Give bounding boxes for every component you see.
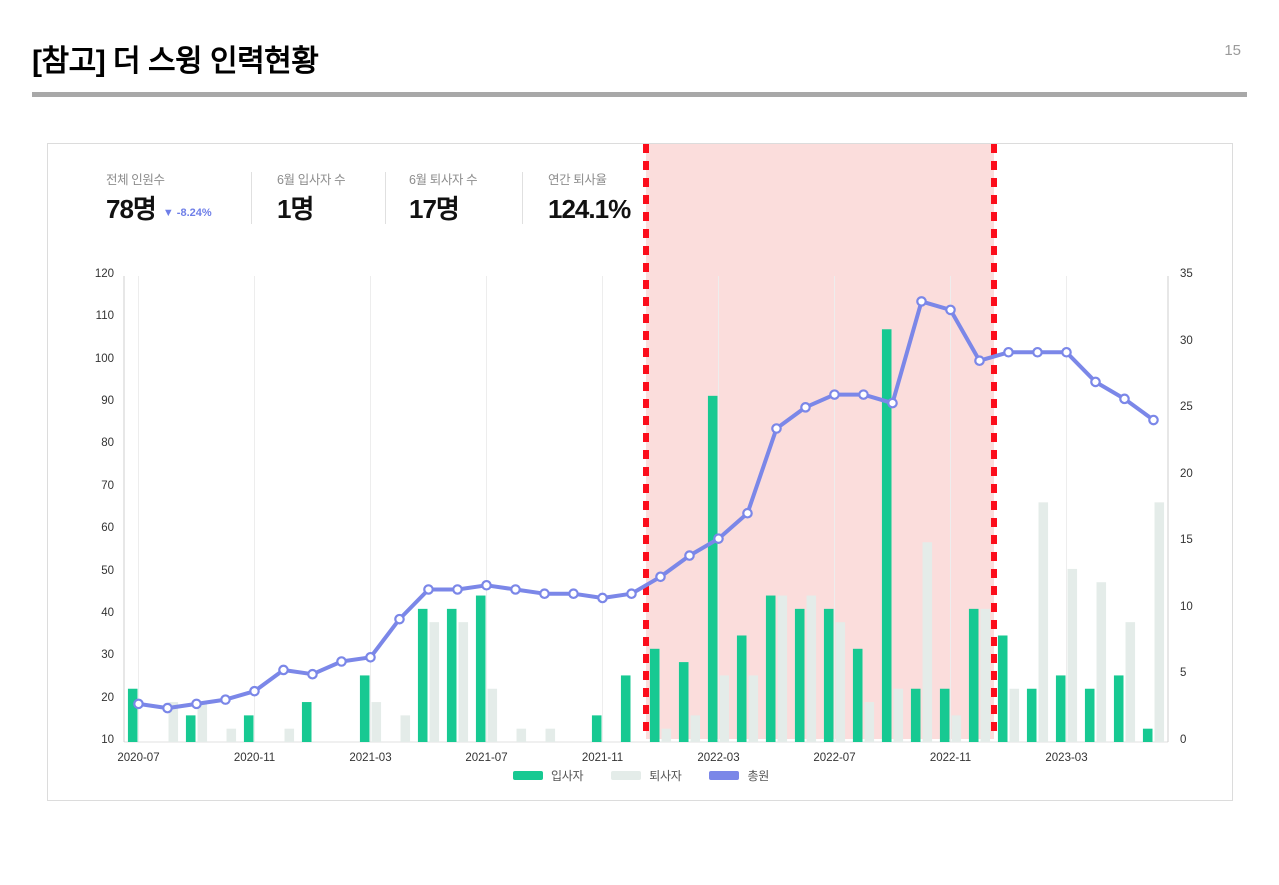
y-axis-tick-left: 70 — [101, 479, 114, 492]
kpi-total-headcount: 전체 인원수 78명 ▼ -8.24% — [106, 169, 212, 222]
x-axis-tick: 2022-03 — [697, 752, 740, 764]
slide-header: [참고] 더 스윙 인력현황 15 — [0, 0, 1279, 110]
kpi-delta-badge: ▼ -8.24% — [162, 207, 212, 219]
chart-plot-area: 10 20 30 40 50 60 70 80 90 100 110 120 0 5 10 15 20 25 30 3… — [48, 144, 1234, 879]
page-title: [참고] 더 스윙 인력현황 — [32, 45, 319, 78]
y-axis-tick-left: 100 — [94, 352, 114, 365]
legend-item-hires[interactable]: 입사자 — [513, 767, 584, 784]
y-axis-tick-left: 40 — [101, 606, 114, 619]
kpi-value: 1명 — [277, 194, 314, 224]
title-underline-rule — [32, 92, 1247, 97]
x-axis-tick: 2021-03 — [349, 752, 392, 764]
y-axis-tick-right: 15 — [1180, 534, 1193, 547]
headcount-chart-svg — [123, 276, 1169, 743]
y-axis-tick-left: 110 — [95, 310, 114, 323]
y-axis-tick-right: 0 — [1180, 734, 1187, 746]
page-number: 15 — [1224, 42, 1241, 59]
kpi-label: 연간 퇴사율 — [548, 173, 607, 187]
y-axis-tick-left: 80 — [101, 437, 114, 450]
y-axis-tick-left: 60 — [101, 522, 114, 535]
legend-label: 총원 — [747, 769, 769, 783]
y-axis-tick-left: 20 — [101, 691, 114, 704]
legend-label: 입사자 — [551, 769, 584, 783]
y-axis-tick-right: 10 — [1180, 600, 1193, 613]
legend-item-leavers[interactable]: 퇴사자 — [611, 767, 682, 784]
y-axis-tick-left: 50 — [101, 564, 114, 577]
x-axis-tick: 2020-07 — [117, 752, 160, 764]
kpi-summary-row: 전체 인원수 78명 ▼ -8.24% 6월 입사자 수 1명 6월 퇴사자 수… — [48, 144, 1232, 239]
kpi-divider — [251, 172, 252, 224]
legend-item-headcount[interactable]: 총원 — [709, 767, 769, 784]
x-axis-tick: 2022-11 — [929, 752, 972, 764]
chart-legend: 입사자 퇴사자 총원 — [48, 767, 1234, 784]
kpi-label: 6월 퇴사자 수 — [409, 173, 478, 187]
legend-swatch-leavers — [611, 771, 642, 780]
kpi-divider — [385, 172, 386, 224]
kpi-label: 전체 인원수 — [106, 173, 165, 187]
legend-label: 퇴사자 — [649, 769, 682, 783]
y-axis-tick-right: 5 — [1180, 667, 1187, 680]
y-axis-tick-right: 35 — [1180, 268, 1193, 280]
highlight-start-marker — [643, 144, 649, 739]
y-axis-tick-left: 90 — [101, 395, 114, 408]
y-axis-tick-left: 10 — [101, 734, 114, 746]
y-axis-tick-left: 120 — [94, 268, 114, 280]
highlight-end-marker — [991, 144, 997, 739]
x-axis-tick: 2022-07 — [813, 752, 856, 764]
kpi-value: 124.1% — [548, 194, 631, 224]
x-axis-tick: 2023-03 — [1045, 752, 1088, 764]
kpi-june-leavers: 6월 퇴사자 수 17명 — [409, 169, 478, 224]
kpi-divider — [522, 172, 523, 224]
y-axis-tick-right: 30 — [1180, 334, 1193, 347]
legend-swatch-hires — [513, 771, 544, 780]
kpi-value: 17명 — [409, 194, 460, 224]
kpi-value: 78명 — [106, 194, 157, 224]
kpi-annual-turnover-rate: 연간 퇴사율 124.1% — [548, 169, 631, 224]
y-axis-tick-left: 30 — [101, 649, 114, 662]
legend-swatch-headcount — [709, 771, 740, 780]
y-axis-tick-right: 20 — [1180, 467, 1193, 480]
x-axis-tick: 2021-11 — [581, 752, 624, 764]
highlight-band-2022 — [646, 144, 994, 739]
kpi-label: 6월 입사자 수 — [277, 173, 346, 187]
kpi-june-hires: 6월 입사자 수 1명 — [277, 169, 346, 224]
x-axis-tick: 2020-11 — [233, 752, 276, 764]
x-axis-tick: 2021-07 — [465, 752, 508, 764]
y-axis-tick-right: 25 — [1180, 401, 1193, 414]
dashboard-card: 전체 인원수 78명 ▼ -8.24% 6월 입사자 수 1명 6월 퇴사자 수… — [47, 143, 1233, 801]
